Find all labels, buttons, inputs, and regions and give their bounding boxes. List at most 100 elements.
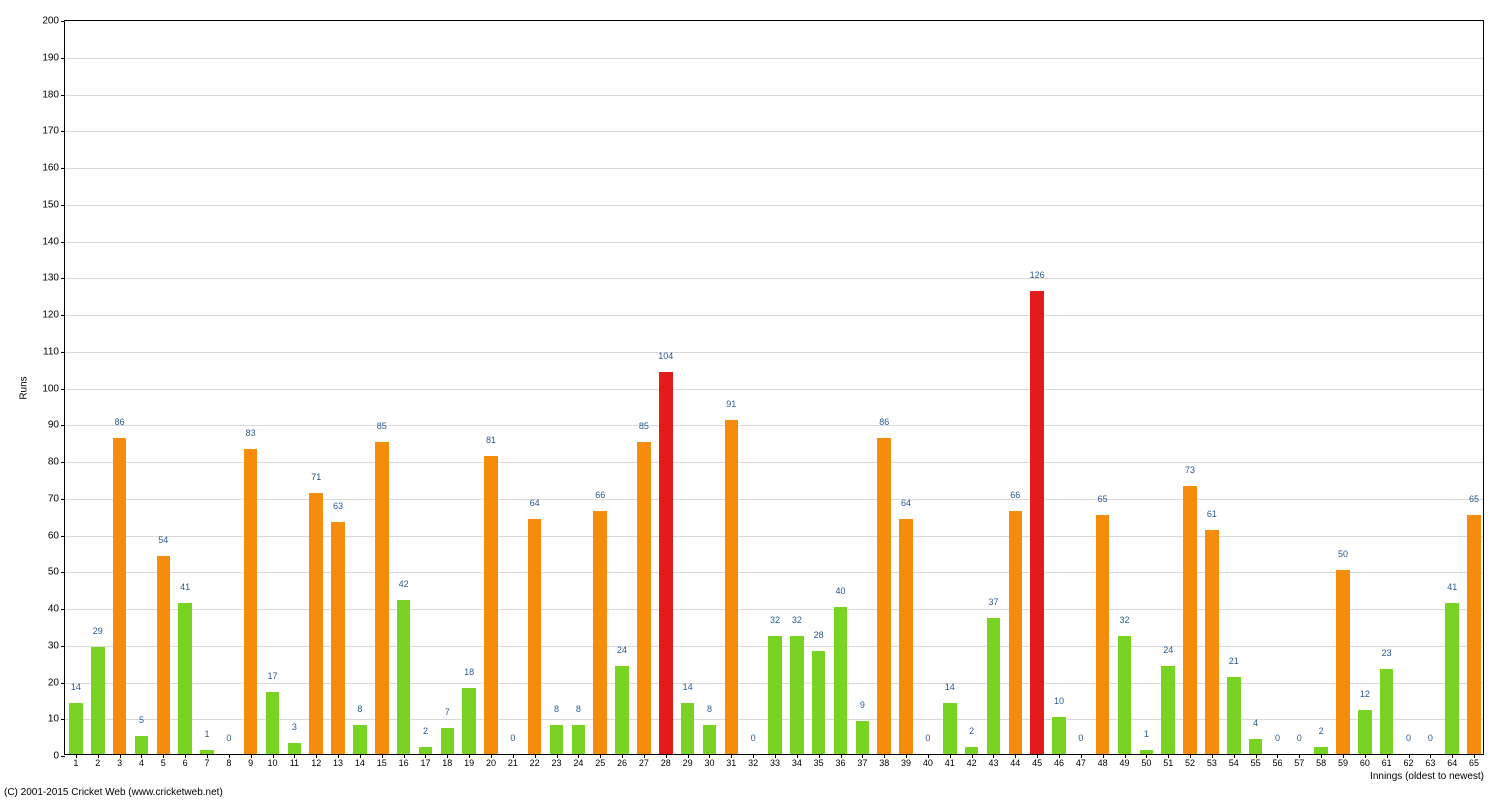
bar-value-label: 2: [969, 726, 974, 736]
bar-value-label: 14: [683, 682, 693, 692]
bar-value-label: 3: [292, 722, 297, 732]
bar: [877, 438, 891, 754]
bar: [91, 647, 105, 754]
bar-value-label: 8: [357, 704, 362, 714]
xtick-label: 18: [442, 754, 452, 768]
xtick-label: 22: [530, 754, 540, 768]
bar-value-label: 54: [158, 535, 168, 545]
bar-value-label: 73: [1185, 465, 1195, 475]
bar-value-label: 83: [246, 428, 256, 438]
xtick-label: 36: [836, 754, 846, 768]
bar: [288, 743, 302, 754]
bar: [113, 438, 127, 754]
bar: [309, 493, 323, 754]
bar-value-label: 126: [1030, 270, 1045, 280]
bar-value-label: 7: [445, 707, 450, 717]
bar-value-label: 14: [945, 682, 955, 692]
bar-value-label: 42: [399, 579, 409, 589]
xtick-label: 61: [1382, 754, 1392, 768]
xtick-label: 23: [552, 754, 562, 768]
xtick-label: 54: [1229, 754, 1239, 768]
xtick-label: 43: [988, 754, 998, 768]
xtick-label: 35: [814, 754, 824, 768]
xtick-label: 38: [879, 754, 889, 768]
bar-value-label: 8: [707, 704, 712, 714]
ytick-label: 40: [48, 604, 65, 615]
gridline: [65, 572, 1483, 573]
bar: [528, 519, 542, 754]
bar: [856, 721, 870, 754]
gridline: [65, 425, 1483, 426]
ytick-label: 50: [48, 567, 65, 578]
bar: [1249, 739, 1263, 754]
bar-value-label: 86: [115, 417, 125, 427]
xtick-label: 32: [748, 754, 758, 768]
xtick-label: 17: [420, 754, 430, 768]
bar-value-label: 12: [1360, 689, 1370, 699]
xtick-label: 63: [1425, 754, 1435, 768]
ytick-label: 20: [48, 677, 65, 688]
bar: [1118, 636, 1132, 754]
bar: [790, 636, 804, 754]
bar-value-label: 85: [377, 421, 387, 431]
xtick-label: 49: [1120, 754, 1130, 768]
chart-plot-area: 0102030405060708090100110120130140150160…: [64, 20, 1484, 755]
bar: [768, 636, 782, 754]
ytick-label: 150: [42, 199, 65, 210]
xtick-label: 58: [1316, 754, 1326, 768]
xtick-label: 48: [1098, 754, 1108, 768]
bar-value-label: 104: [658, 351, 673, 361]
bar: [441, 728, 455, 754]
xtick-label: 3: [117, 754, 122, 768]
bar-value-label: 50: [1338, 549, 1348, 559]
bar-value-label: 37: [988, 597, 998, 607]
gridline: [65, 389, 1483, 390]
xtick-label: 2: [95, 754, 100, 768]
x-axis-title: Innings (oldest to newest): [1370, 771, 1484, 782]
bar-value-label: 85: [639, 421, 649, 431]
ytick-label: 30: [48, 640, 65, 651]
copyright-text: (C) 2001-2015 Cricket Web (www.cricketwe…: [4, 787, 223, 798]
bar-value-label: 18: [464, 667, 474, 677]
xtick-label: 45: [1032, 754, 1042, 768]
gridline: [65, 536, 1483, 537]
xtick-label: 29: [683, 754, 693, 768]
bar-value-label: 24: [617, 645, 627, 655]
bar: [637, 442, 651, 754]
xtick-label: 10: [268, 754, 278, 768]
xtick-label: 33: [770, 754, 780, 768]
bar-value-label: 24: [1163, 645, 1173, 655]
xtick-label: 55: [1251, 754, 1261, 768]
xtick-label: 21: [508, 754, 518, 768]
gridline: [65, 242, 1483, 243]
bar: [331, 522, 345, 754]
xtick-label: 65: [1469, 754, 1479, 768]
ytick-label: 10: [48, 714, 65, 725]
xtick-label: 64: [1447, 754, 1457, 768]
bar: [725, 420, 739, 754]
bar: [659, 372, 673, 754]
bar-value-label: 0: [1078, 733, 1083, 743]
gridline: [65, 168, 1483, 169]
bar: [375, 442, 389, 754]
bar: [1358, 710, 1372, 754]
bar-value-label: 29: [93, 626, 103, 636]
bar-value-label: 2: [423, 726, 428, 736]
bar: [593, 511, 607, 754]
xtick-label: 37: [857, 754, 867, 768]
xtick-label: 15: [377, 754, 387, 768]
bar-value-label: 0: [1297, 733, 1302, 743]
ytick-label: 160: [42, 163, 65, 174]
xtick-label: 25: [595, 754, 605, 768]
bar-value-label: 0: [1406, 733, 1411, 743]
bar-value-label: 32: [1120, 615, 1130, 625]
bar-value-label: 1: [1144, 729, 1149, 739]
gridline: [65, 499, 1483, 500]
bar: [943, 703, 957, 754]
bar: [1314, 747, 1328, 754]
xtick-label: 60: [1360, 754, 1370, 768]
bar: [266, 692, 280, 754]
bar: [899, 519, 913, 754]
xtick-label: 53: [1207, 754, 1217, 768]
ytick-label: 140: [42, 236, 65, 247]
